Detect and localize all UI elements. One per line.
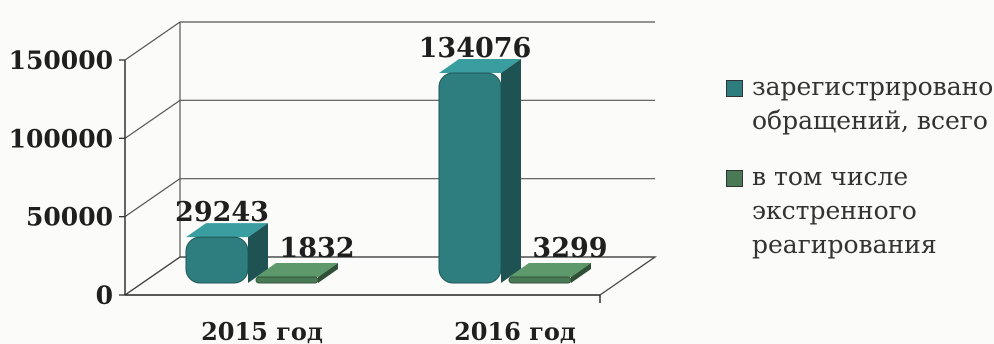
bar xyxy=(185,236,249,284)
legend-item-total: зарегистрировано обращений, всего xyxy=(722,70,994,138)
bar-side xyxy=(501,58,521,283)
legend-label-emergency: в том числе экстренного реагирования xyxy=(752,162,937,259)
chart-legend: зарегистрировано обращений, всего в том … xyxy=(722,70,994,284)
gridline-side xyxy=(124,21,181,61)
y-tick-label: 0 xyxy=(96,281,113,310)
legend-swatch-emergency xyxy=(726,170,743,187)
data-label: 1832 xyxy=(279,233,354,264)
bar-top xyxy=(256,263,338,277)
gridline-side xyxy=(124,99,181,139)
legend-item-emergency: в том числе экстренного реагирования xyxy=(722,160,992,262)
bar-top xyxy=(186,223,268,238)
data-label: 134076 xyxy=(419,33,532,64)
legend-label-total: зарегистрировано обращений, всего xyxy=(752,72,994,135)
bar-side xyxy=(571,263,591,283)
bar-top xyxy=(509,263,591,277)
legend-swatch-total xyxy=(726,80,743,97)
bar-side xyxy=(318,263,338,283)
y-tick-label: 50000 xyxy=(26,203,113,232)
bar xyxy=(255,276,319,284)
x-tick-label: 2015 год xyxy=(201,317,323,344)
bar xyxy=(508,276,572,284)
data-label: 3299 xyxy=(532,233,607,264)
bar-top xyxy=(439,58,521,73)
y-tick-label: 100000 xyxy=(9,124,113,153)
x-tick-label: 2016 год xyxy=(454,317,576,344)
gridline-side xyxy=(124,178,181,218)
y-tick-label: 150000 xyxy=(9,46,113,75)
bar-side xyxy=(248,223,268,283)
data-label: 29243 xyxy=(175,197,269,228)
bar xyxy=(438,72,502,284)
